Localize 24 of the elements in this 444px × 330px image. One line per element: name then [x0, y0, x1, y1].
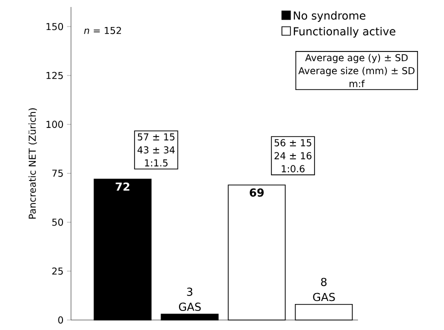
annotation: 1:1.5 [145, 159, 168, 166]
data-label: 72 [116, 182, 130, 191]
annotation: 24 ± 16 [274, 152, 312, 160]
annotation: Average size (mm) ± SD [298, 66, 414, 76]
y-tick-label: 25 [52, 268, 63, 275]
data-label: 69 [250, 188, 264, 197]
annotation: m:f [350, 80, 365, 88]
y-tick-label: 150 [46, 22, 63, 30]
y-tick-label: 100 [46, 120, 63, 128]
annotation: 1:0.6 [282, 165, 305, 172]
annotation: 56 ± 15 [274, 139, 312, 146]
y-tick-label: 50 [52, 218, 63, 226]
y-tick-label: 0 [58, 316, 63, 324]
annotation: Average age (y) ± SD [305, 54, 408, 64]
data-label: 8 GAS [313, 278, 335, 302]
legend-label: No syndrome [294, 11, 366, 22]
annotation: n = 152 [84, 26, 121, 34]
y-tick-label: 125 [46, 72, 63, 80]
legend-label: Functionally active [294, 26, 396, 38]
data-label: 3 GAS [178, 288, 201, 311]
y-axis-title: Pancreatic NET (Zürich) [28, 108, 37, 219]
annotation: 57 ± 15 [138, 133, 174, 140]
y-tick-label: 75 [52, 170, 63, 177]
annotation: 43 ± 34 [138, 146, 175, 154]
